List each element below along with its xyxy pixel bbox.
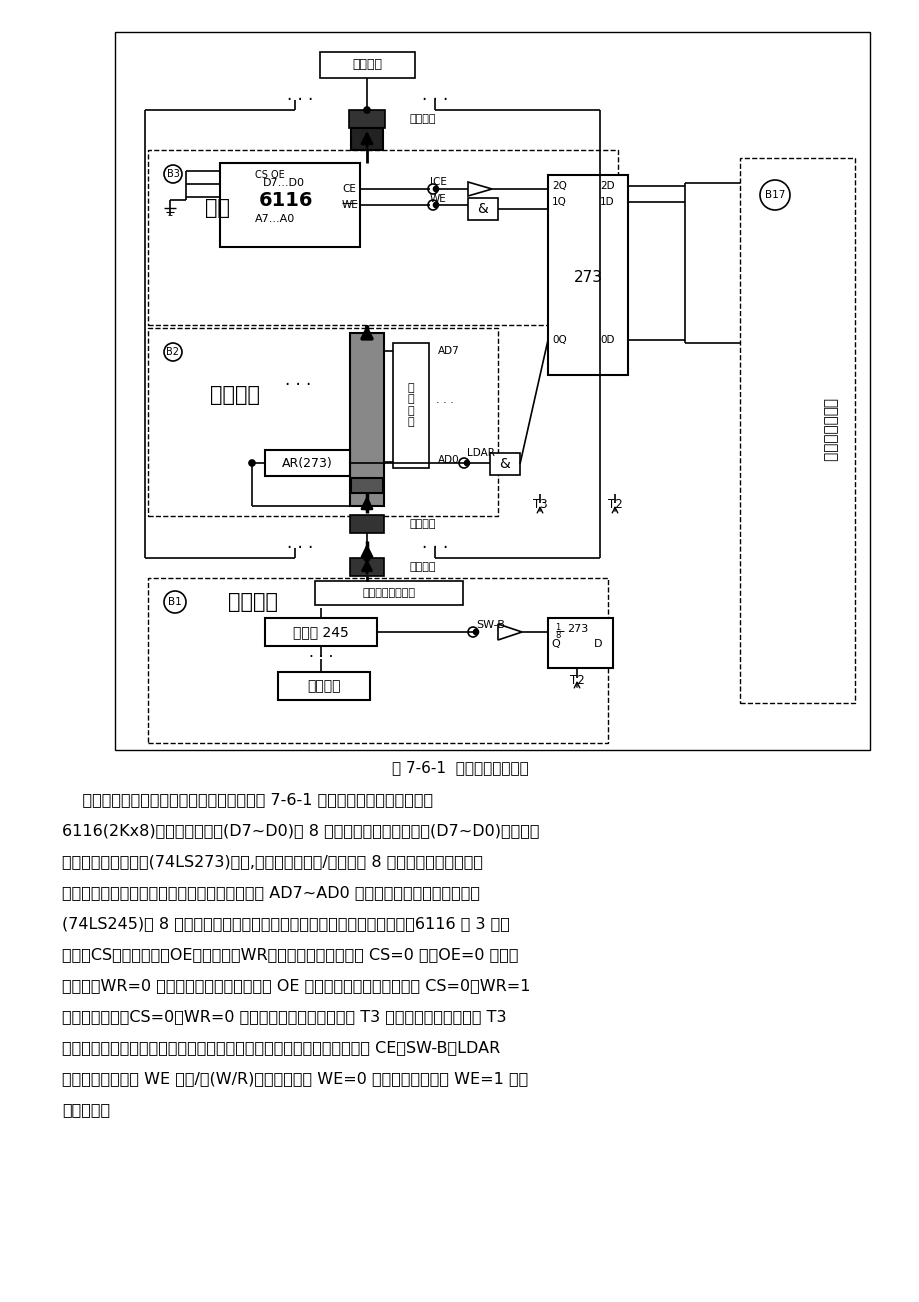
Text: 时进行读操作，CS=0、WR=0 时进行写操作，其写时间与 T3 脉冲宽度一致。实验时 T3: 时进行读操作，CS=0、WR=0 时进行写操作，其写时间与 T3 脉冲宽度一致。… — [62, 1009, 506, 1025]
Text: A7...A0: A7...A0 — [255, 214, 295, 224]
Bar — [548, 174, 628, 375]
Text: 1D: 1D — [599, 197, 614, 207]
Text: · · ·: · · · — [422, 91, 448, 109]
Bar — [348, 109, 384, 128]
Bar — [468, 198, 497, 220]
Text: CE: CE — [342, 184, 356, 194]
Text: 地址总线: 地址总线 — [210, 385, 260, 405]
Circle shape — [433, 186, 438, 191]
Text: 数据开关输出接口: 数据开关输出接口 — [362, 589, 415, 598]
Text: D7...D0: D7...D0 — [263, 178, 305, 187]
Text: ICE: ICE — [429, 177, 447, 187]
Bar — [148, 578, 607, 743]
Bar — [349, 559, 383, 575]
Bar — [278, 672, 369, 700]
Text: 2D: 2D — [599, 181, 614, 191]
Text: 图 7-6-1  存储器实验原理图: 图 7-6-1 存储器实验原理图 — [391, 760, 528, 776]
Circle shape — [433, 203, 438, 207]
Bar — [351, 128, 382, 150]
Text: 数据开关: 数据开关 — [307, 680, 340, 693]
Bar — [349, 333, 383, 506]
Text: AD0: AD0 — [437, 454, 460, 465]
Text: (74LS245)以 8 芯扁平线方式连至数据总线接口，分时给出地址和数据。6116 有 3 根控: (74LS245)以 8 芯扁平线方式连至数据总线接口，分时给出地址和数据。61… — [62, 917, 509, 931]
Text: B3: B3 — [166, 169, 179, 178]
Text: WE: WE — [342, 201, 358, 210]
Circle shape — [473, 629, 478, 634]
Text: 总线接口和存储器地址接口。地址显示单元显示 AD7~AD0 的内容。数据开关经一三态门: 总线接口和存储器地址接口。地址显示单元显示 AD7~AD0 的内容。数据开关经一… — [62, 885, 480, 901]
Bar — [548, 618, 612, 668]
Bar — [220, 163, 359, 247]
Text: 为高电平有效，而 WE 为读/写(W/R)控制信号，当 WE=0 时进行读操作，当 WE=1 时进: 为高电平有效，而 WE 为读/写(W/R)控制信号，当 WE=0 时进行读操作，… — [62, 1072, 528, 1086]
Bar — [351, 478, 382, 493]
Text: · · ·: · · · — [287, 539, 312, 557]
Bar — [320, 52, 414, 78]
Bar — [739, 158, 854, 703]
Text: 数据总线: 数据总线 — [410, 115, 436, 124]
Bar — [148, 150, 618, 326]
Text: T3: T3 — [532, 499, 547, 512]
Text: 制线：CS（片选线）、OE（读线）、WR（写线）。当片选有效 CS=0 时，OE=0 时进行: 制线：CS（片选线）、OE（读线）、WR（写线）。当片选有效 CS=0 时，OE… — [62, 948, 518, 962]
Text: 缓冲输入: 缓冲输入 — [228, 592, 278, 612]
Text: T2: T2 — [569, 673, 584, 686]
Bar — [392, 342, 428, 467]
Circle shape — [364, 107, 369, 113]
Bar — [314, 581, 462, 605]
Text: 地址线由地址锁存器(74LS273)给出,该锁存器的输入/输出通过 8 芯扁平线分别连至数据: 地址线由地址锁存器(74LS273)给出,该锁存器的输入/输出通过 8 芯扁平线… — [62, 854, 482, 870]
Text: Q: Q — [551, 639, 560, 648]
Text: · · ·: · · · — [309, 651, 333, 665]
Bar — [349, 516, 383, 533]
Circle shape — [464, 461, 469, 466]
Circle shape — [364, 555, 369, 561]
Text: &: & — [477, 202, 488, 216]
Text: CS OE: CS OE — [255, 171, 285, 180]
Text: 数据总线: 数据总线 — [410, 562, 436, 572]
Circle shape — [249, 460, 255, 466]
Bar — [265, 450, 349, 477]
Text: 地
址
显
示: 地 址 显 示 — [407, 383, 414, 427]
Text: B17: B17 — [764, 190, 784, 201]
Text: 实验所用的半导体静态存储器电路原理如图 7-6-1 所示，该静态存储器由一片: 实验所用的半导体静态存储器电路原理如图 7-6-1 所示，该静态存储器由一片 — [62, 793, 433, 807]
Text: 6116(2Kx8)构成，其数据线(D7~D0)以 8 芯扁平线方式和数据总线(D7~D0)相连接，: 6116(2Kx8)构成，其数据线(D7~D0)以 8 芯扁平线方式和数据总线(… — [62, 823, 539, 838]
Text: · · ·: · · · — [436, 398, 453, 408]
Text: 1Q: 1Q — [551, 197, 566, 207]
Text: 数据总线: 数据总线 — [410, 519, 436, 529]
Text: 6116: 6116 — [258, 190, 312, 210]
Text: 行写操作。: 行写操作。 — [62, 1103, 110, 1117]
Text: 脉冲由【单步】命令键产生，其它电平控制信号由二进制开关模拟，其中 CE、SW-B、LDAR: 脉冲由【单步】命令键产生，其它电平控制信号由二进制开关模拟，其中 CE、SW-B… — [62, 1040, 500, 1056]
Text: AD7: AD7 — [437, 346, 460, 355]
Text: · · ·: · · · — [285, 376, 311, 395]
Bar — [490, 453, 519, 475]
Text: D: D — [593, 639, 602, 648]
Text: 读操作，WR=0 时进行写操作。本实验中将 OE 引脚接地，在此情况下，当 CS=0、WR=1: 读操作，WR=0 时进行写操作。本实验中将 OE 引脚接地，在此情况下，当 CS… — [62, 979, 530, 993]
Text: 273: 273 — [567, 624, 588, 634]
Text: 二进制开关单元: 二进制开关单元 — [822, 398, 836, 462]
Text: 三态门 245: 三态门 245 — [293, 625, 348, 639]
Bar — [115, 33, 869, 750]
Bar — [265, 618, 377, 646]
Text: SW-B: SW-B — [475, 620, 505, 630]
Text: 0D: 0D — [599, 335, 614, 345]
Text: 内存: 内存 — [205, 198, 231, 217]
Text: T2: T2 — [607, 499, 621, 512]
Text: 0Q: 0Q — [551, 335, 566, 345]
Text: LDAR: LDAR — [467, 448, 494, 458]
Text: 2Q: 2Q — [551, 181, 566, 191]
Text: 273: 273 — [573, 271, 602, 285]
Text: · · ·: · · · — [422, 539, 448, 557]
Text: AR(273): AR(273) — [281, 457, 332, 470]
Text: 数据显示: 数据显示 — [352, 59, 381, 72]
Text: WE: WE — [429, 194, 447, 204]
Text: 1: 1 — [555, 622, 560, 631]
Text: · · ·: · · · — [287, 91, 312, 109]
Text: &: & — [499, 457, 510, 471]
Text: 8: 8 — [555, 631, 560, 641]
Text: B2: B2 — [166, 348, 179, 357]
Text: B1: B1 — [168, 598, 182, 607]
Bar — [148, 328, 497, 516]
